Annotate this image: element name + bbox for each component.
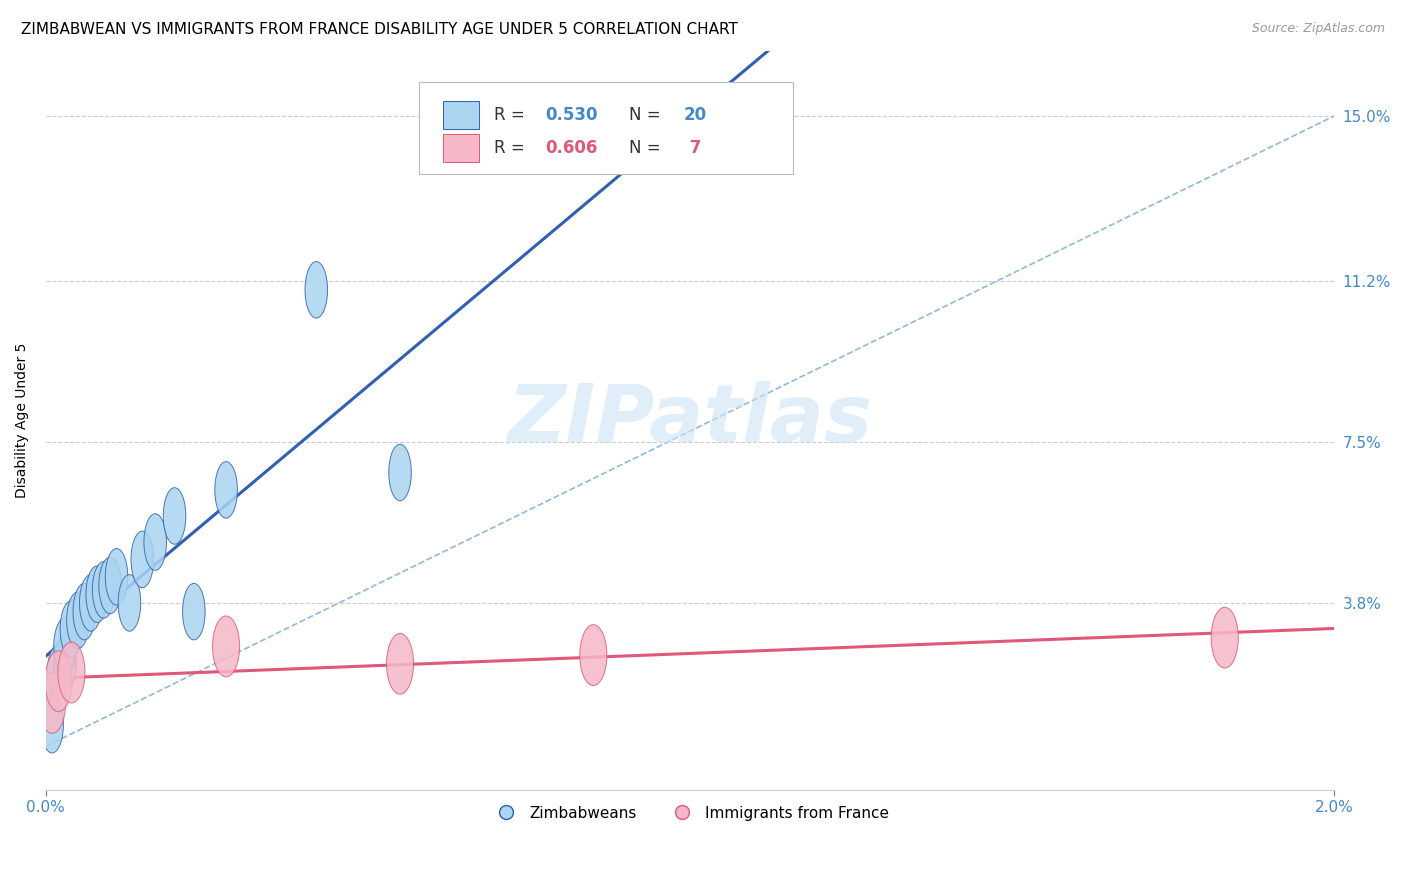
Ellipse shape [579,624,607,686]
Ellipse shape [48,644,70,701]
Ellipse shape [387,633,413,694]
Ellipse shape [105,549,128,605]
Ellipse shape [58,642,84,703]
Text: ZIMBABWEAN VS IMMIGRANTS FROM FRANCE DISABILITY AGE UNDER 5 CORRELATION CHART: ZIMBABWEAN VS IMMIGRANTS FROM FRANCE DIS… [21,22,738,37]
Ellipse shape [118,574,141,632]
Text: 0.530: 0.530 [546,106,598,124]
Ellipse shape [183,583,205,640]
Ellipse shape [98,558,121,614]
Text: ZIPatlas: ZIPatlas [508,381,873,459]
Ellipse shape [66,592,89,648]
Ellipse shape [86,566,108,623]
Ellipse shape [389,444,412,500]
Ellipse shape [163,488,186,544]
Ellipse shape [131,531,153,588]
Ellipse shape [80,574,103,632]
Ellipse shape [53,618,76,674]
Ellipse shape [215,461,238,518]
Ellipse shape [53,635,76,692]
Ellipse shape [60,600,83,657]
Y-axis label: Disability Age Under 5: Disability Age Under 5 [15,343,30,498]
Legend: Zimbabweans, Immigrants from France: Zimbabweans, Immigrants from France [485,799,896,827]
Text: R =: R = [494,106,530,124]
Ellipse shape [305,261,328,318]
Text: 20: 20 [683,106,707,124]
Ellipse shape [38,673,66,733]
FancyBboxPatch shape [419,82,793,174]
Text: N =: N = [630,139,666,157]
Ellipse shape [1211,607,1239,668]
Text: N =: N = [630,106,666,124]
Text: 0.606: 0.606 [546,139,598,157]
Text: Source: ZipAtlas.com: Source: ZipAtlas.com [1251,22,1385,36]
Ellipse shape [45,651,72,712]
Ellipse shape [212,616,239,677]
Ellipse shape [41,697,63,753]
FancyBboxPatch shape [443,101,478,129]
FancyBboxPatch shape [443,134,478,162]
Text: 7: 7 [683,139,702,157]
Ellipse shape [73,583,96,640]
Ellipse shape [143,514,166,570]
Text: R =: R = [494,139,530,157]
Ellipse shape [93,562,115,618]
